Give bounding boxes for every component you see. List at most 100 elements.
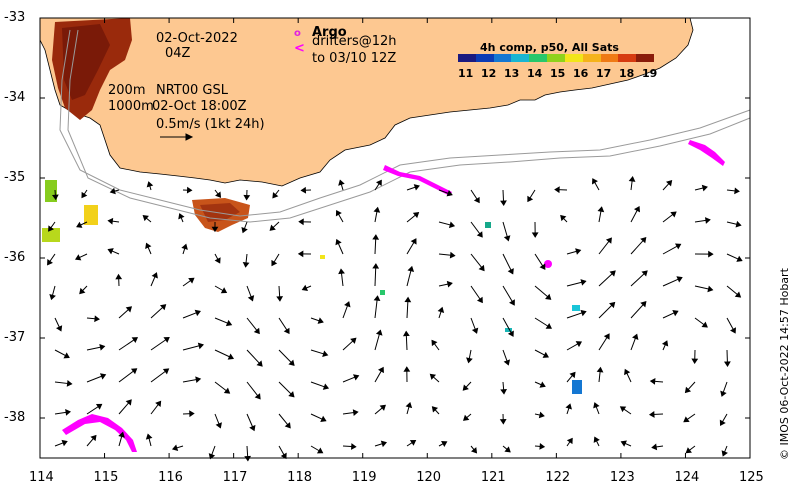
velocity-arrowhead bbox=[538, 411, 545, 419]
velocity-arrowhead bbox=[151, 272, 158, 279]
velocity-arrowhead bbox=[241, 226, 248, 234]
velocity-arrowhead bbox=[271, 259, 278, 267]
velocity-arrowhead bbox=[429, 373, 437, 380]
velocity-arrowhead bbox=[661, 340, 669, 347]
velocity-arrowhead bbox=[223, 387, 231, 394]
velocity-arrowhead bbox=[708, 250, 714, 258]
sst-patch-northwest-inner bbox=[62, 24, 110, 100]
scale-arrow bbox=[160, 133, 194, 141]
velocity-arrowhead bbox=[580, 279, 587, 286]
sst-patch-yellow-small bbox=[320, 255, 325, 259]
velocity-arrowhead bbox=[651, 443, 658, 451]
velocity-arrowhead bbox=[194, 309, 201, 317]
longitude-label: 117 bbox=[222, 470, 248, 485]
velocity-arrowhead bbox=[676, 276, 683, 283]
velocity-arrowhead bbox=[256, 360, 263, 367]
velocity-arrowhead bbox=[730, 327, 736, 334]
velocity-arrowhead bbox=[225, 319, 233, 327]
velocity-arrowhead bbox=[596, 366, 604, 373]
velocity-arrowhead bbox=[403, 366, 411, 372]
longitude-label: 116 bbox=[158, 470, 183, 485]
velocity-arrowhead bbox=[412, 212, 420, 219]
velocity-arrowhead bbox=[466, 357, 473, 364]
velocity-arrowhead bbox=[545, 322, 553, 329]
velocity-arrowhead bbox=[539, 381, 546, 388]
velocity-arrowhead bbox=[146, 181, 154, 188]
velocity-arrowhead bbox=[624, 368, 631, 376]
colorbar-segment bbox=[475, 54, 494, 62]
velocity-arrowhead bbox=[269, 224, 276, 231]
colorbar-tick-label: 13 bbox=[504, 67, 520, 80]
latitude-label: -38 bbox=[4, 410, 26, 425]
velocity-arrowhead bbox=[405, 401, 413, 409]
velocity-arrowhead bbox=[431, 339, 438, 347]
drifter-trail-2 bbox=[688, 140, 725, 166]
drifter-trails bbox=[62, 140, 725, 452]
velocity-arrowhead bbox=[684, 386, 692, 394]
latitude-label: -33 bbox=[4, 10, 26, 25]
velocity-arrowhead bbox=[507, 330, 514, 337]
velocity-arrowhead bbox=[736, 255, 743, 262]
velocity-arrowhead bbox=[683, 416, 690, 423]
velocity-arrowhead bbox=[298, 218, 304, 226]
velocity-arrowhead bbox=[94, 315, 100, 323]
colorbar-tick-label: 18 bbox=[619, 67, 635, 80]
colorbar-tick-label: 15 bbox=[550, 67, 566, 80]
colorbar-segment bbox=[636, 54, 654, 62]
velocity-arrowhead bbox=[542, 351, 549, 358]
latitude-label: -36 bbox=[4, 250, 26, 265]
velocity-arrowhead bbox=[560, 214, 567, 222]
credit-text: © IMOS 06-Oct-2022 14:57 Hobart bbox=[778, 268, 791, 460]
velocity-arrowhead bbox=[288, 391, 295, 398]
longitude-label: 124 bbox=[674, 470, 700, 485]
velocity-arrowhead bbox=[159, 304, 167, 311]
velocity-arrowhead bbox=[163, 336, 170, 343]
velocity-arrowhead bbox=[691, 358, 699, 365]
velocity-arrowhead bbox=[648, 411, 655, 418]
velocity-arrowhead bbox=[407, 265, 415, 273]
latitude-label: -34 bbox=[4, 90, 26, 105]
velocity-arrowhead bbox=[243, 194, 251, 201]
velocity-arrowhead bbox=[641, 270, 648, 277]
velocity-arrowhead bbox=[107, 217, 114, 225]
velocity-arrowhead bbox=[640, 236, 647, 244]
velocity-arrowhead bbox=[701, 321, 708, 328]
velocity-arrowhead bbox=[215, 422, 222, 429]
velocity-arrowhead bbox=[95, 403, 103, 410]
velocity-arrowhead bbox=[215, 191, 222, 198]
velocity-arrowhead bbox=[503, 359, 511, 366]
velocity-arrowhead bbox=[649, 378, 656, 385]
velocity-arrowhead bbox=[372, 263, 380, 269]
drifters-to-label: to 03/10 12Z bbox=[312, 51, 397, 66]
velocity-arrowhead bbox=[605, 237, 612, 244]
drifters-label: drifters@12h bbox=[312, 34, 397, 49]
longitude-label: 114 bbox=[29, 470, 54, 485]
velocity-arrowhead bbox=[188, 277, 195, 284]
velocity-arrowhead bbox=[565, 403, 572, 410]
velocity-arrowhead bbox=[471, 447, 478, 454]
velocity-arrowhead bbox=[619, 406, 627, 413]
velocity-arrowhead bbox=[322, 383, 330, 390]
velocity-arrowhead bbox=[707, 285, 714, 293]
velocity-arrowhead bbox=[462, 384, 469, 391]
velocity-arrowhead bbox=[109, 187, 116, 195]
velocity-arrowhead bbox=[721, 450, 728, 457]
velocity-arrowhead bbox=[51, 194, 59, 201]
velocity-arrowhead bbox=[413, 184, 420, 191]
drifter-trail-1 bbox=[383, 165, 452, 196]
velocity-arrowhead bbox=[527, 195, 534, 203]
velocity-arrowhead bbox=[352, 409, 359, 416]
velocity-arrowhead bbox=[272, 192, 279, 199]
velocity-arrowhead bbox=[211, 226, 219, 233]
map-time: 04Z bbox=[165, 46, 191, 61]
velocity-arrowhead bbox=[297, 250, 304, 258]
velocity-arrowhead bbox=[666, 180, 673, 187]
argo-float bbox=[544, 260, 552, 268]
velocity-arrowhead bbox=[131, 337, 139, 344]
velocity-arrowhead bbox=[66, 380, 73, 387]
velocity-arrowhead bbox=[162, 368, 170, 375]
velocity-arrowhead bbox=[197, 342, 204, 350]
velocity-arrowhead bbox=[125, 306, 133, 313]
velocity-arrowhead bbox=[284, 422, 291, 429]
velocity-arrowhead bbox=[734, 187, 740, 195]
